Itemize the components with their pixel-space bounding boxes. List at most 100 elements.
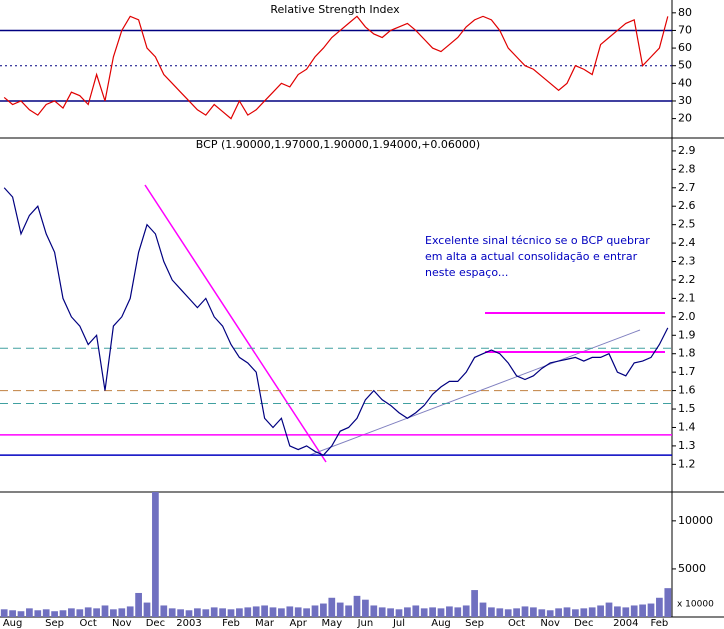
x-tick-label: 2004 [613,618,638,629]
y-tick-label: 60 [678,41,692,54]
y-tick-label: 1.7 [678,365,696,378]
volume-bar [530,607,537,617]
x-tick-label: Apr [290,618,308,629]
volume-bar [269,607,277,617]
y-tick-label: 10000 [678,514,713,527]
x-tick-label: Mar [255,618,275,629]
volume-bar [639,604,646,617]
x-tick-label: Dec [574,618,593,629]
volume-bar [446,606,453,617]
x-tick-label: Aug [431,618,451,629]
volume-bar [261,605,268,617]
volume-bar [194,608,201,617]
y-tick-label: 50 [678,59,692,72]
y-tick-label: 40 [678,76,692,89]
volume-bar [370,605,378,617]
volume-bar [303,608,310,617]
y-tick-label: 30 [678,94,692,107]
volume-bar [252,606,260,617]
x-tick-label: Jul [392,618,405,629]
volume-bar [219,608,226,617]
annotation: Excelente sinal técnico se o BCP quebrar [425,234,650,247]
annotation: em alta a actual consolidação e entrar [425,250,638,263]
x-tick-label: Nov [540,618,560,629]
x-tick-label: Feb [222,618,240,629]
volume-bar [9,610,16,617]
price-title: BCP (1.90000,1.97000,1.90000,1.94000,+0.… [196,138,480,151]
volume-bar [404,607,411,617]
y-tick-label: 1.2 [678,457,696,470]
volume-bar [294,607,302,617]
x-tick-label: Sep [45,618,64,629]
y-tick-label: 5000 [678,562,706,575]
volume-bar [353,595,361,617]
y-tick-label: 20 [678,112,692,125]
x-tick-label: Dec [146,618,165,629]
volume-bar [454,607,462,617]
volume-bar [17,611,25,617]
volume-bar [521,606,529,617]
volume-bar [101,605,109,617]
volume-bar [311,605,319,617]
volume-bar [168,608,176,617]
y-tick-label: 1.6 [678,384,696,397]
y-tick-label: 2.9 [678,144,696,157]
volume-bar [202,609,210,617]
y-tick-label: 70 [678,23,692,36]
volume-bar [244,607,252,617]
volume-bar [605,602,613,617]
volume-bar [630,605,638,617]
volume-bar [68,608,75,617]
x-tick-label: Sep [465,618,484,629]
volume-bar [572,609,579,617]
volume-bar [84,607,92,617]
volume-bar [76,609,84,617]
volume-bar [479,602,487,617]
volume-bar [227,609,235,617]
volume-bar [26,608,33,617]
annotation: neste espaço... [425,266,508,279]
volume-bar [210,607,218,617]
y-tick-label: 1.8 [678,347,696,360]
volume-bar [488,607,495,617]
volume-bar [362,599,369,617]
volume-bar [597,605,604,617]
x-tick-label: Oct [508,618,525,629]
volume-bar [538,609,546,617]
volume-bar [236,608,243,617]
y-tick-label: 2.4 [678,236,696,249]
y-tick-label: 1.5 [678,402,696,415]
volume-bar [555,608,562,617]
y-tick-label: 2.2 [678,273,696,286]
volume-bar [110,609,117,617]
volume-bar [546,610,554,617]
x-tick-label: 2003 [176,618,201,629]
volume-bar [504,609,512,617]
volume-bar [471,590,478,617]
volume-bar [336,602,344,617]
volume-bar [496,608,504,617]
trend-line [144,184,327,463]
volume-bar [160,605,168,617]
volume-bar [135,592,142,617]
volume-bar [580,608,588,617]
volume-bar [143,602,151,617]
volume-bar [647,603,655,617]
volume-bar [429,607,436,617]
series-line [3,15,669,120]
volume-bar [588,607,596,617]
volume-bar [51,611,58,617]
y-tick-label: 1.9 [678,328,696,341]
y-tick-label: 2.0 [678,310,696,323]
x-tick-label: Jun [357,618,374,629]
volume-bar [462,605,470,617]
volume-bar [437,608,445,617]
volume-bar [420,608,428,617]
volume-bar [34,610,42,617]
x-tick-label: Feb [651,618,669,629]
volume-unit: x 10000 [677,600,714,610]
volume-bar [387,608,394,617]
volume-bar [0,609,8,617]
y-tick-label: 2.6 [678,199,696,212]
